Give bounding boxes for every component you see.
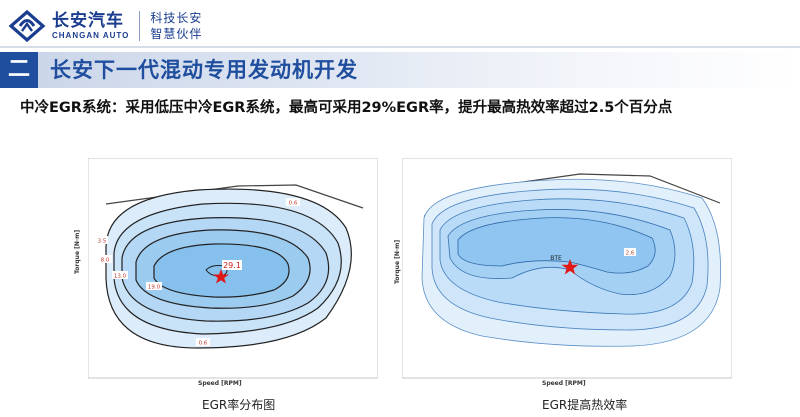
contour-label: 2.6 — [626, 251, 635, 257]
brand-name-cn: 长安汽车 — [52, 11, 124, 31]
brand-name: 长安汽车 CHANGAN AUTO — [52, 11, 129, 41]
section-title-bar — [0, 52, 800, 88]
brand-name-en: CHANGAN AUTO — [52, 31, 130, 40]
peak-star-icon — [561, 259, 579, 275]
peak-star-icon — [213, 269, 229, 284]
egr-rate-map-chart: 0.6 3.5 8.0 13.0 19.0 0.6 29.1 Torque [N… — [74, 157, 379, 388]
y-axis-label: Torque [N·m] — [394, 239, 401, 284]
egr-bte-svg: 2.6 BTE — [401, 157, 733, 379]
section-title: 长安下一代混动专用发动机开发 — [50, 58, 358, 82]
contour-label: 13.0 — [114, 274, 127, 280]
contour-label: 3.5 — [98, 239, 107, 245]
contour-label: 0.6 — [289, 201, 298, 207]
section-number: 二 — [0, 52, 38, 88]
slogan-line-2: 智慧伙伴 — [150, 27, 203, 41]
slogan: 科技长安 智慧伙伴 — [150, 10, 202, 42]
x-axis-label: Speed [RPM] — [198, 380, 242, 387]
header-logo-area: 长安汽车 CHANGAN AUTO 科技长安 智慧伙伴 — [8, 6, 202, 46]
egr-bte-chart: 2.6 BTE Torque [N·m] Speed [RPM] — [394, 157, 733, 388]
slide-subtitle: 中冷EGR系统：采用低压中冷EGR系统，最高可采用29%EGR率，提升最高热效率… — [20, 100, 673, 116]
left-chart-caption: EGR率分布图 — [202, 398, 276, 412]
peak-label: 29.1 — [223, 261, 241, 270]
header-divider — [0, 46, 800, 48]
y-axis-label: Torque [N·m] — [74, 229, 81, 274]
changan-logo-icon — [8, 10, 46, 42]
egr-rate-map-svg: 0.6 3.5 8.0 13.0 19.0 0.6 29.1 — [87, 157, 379, 379]
contour-label-group: 0.6 3.5 8.0 13.0 19.0 0.6 — [96, 198, 300, 347]
contour-label: 19.0 — [148, 285, 161, 291]
right-chart-caption: EGR提高热效率 — [542, 398, 628, 412]
peak-label: BTE — [550, 255, 562, 262]
x-axis-label: Speed [RPM] — [542, 380, 586, 387]
slogan-line-1: 科技长安 — [150, 11, 203, 25]
contour-label: 8.0 — [101, 258, 110, 264]
contour-label: 0.6 — [199, 341, 208, 347]
logo-divider — [139, 11, 141, 41]
